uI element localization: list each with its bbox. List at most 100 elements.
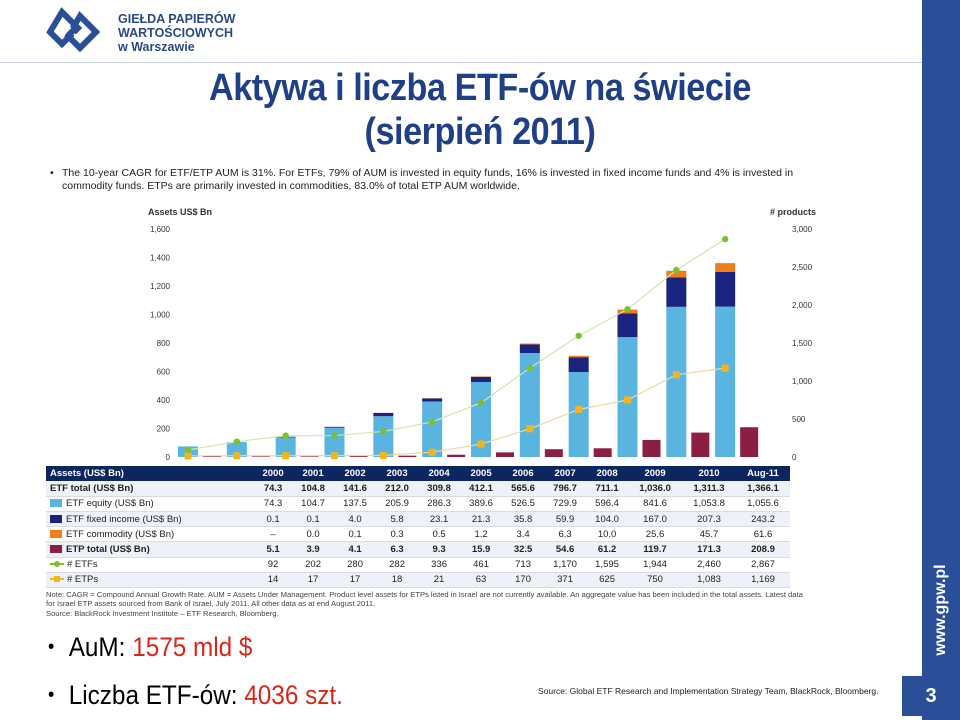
table-cell: 171.3 [682, 541, 736, 558]
table-cell: 74.3 [254, 481, 293, 497]
table-cell: 17 [292, 572, 335, 589]
table-cell: 61.6 [736, 526, 790, 543]
left-axis-title: Assets US$ Bn [148, 207, 212, 217]
table-cell: 208.9 [736, 541, 790, 558]
right-axis-tick-label: 1,500 [792, 339, 813, 348]
etp-bar [203, 456, 221, 457]
table-cell: 336 [418, 557, 461, 573]
table-cell: 389.6 [460, 496, 503, 513]
table-cell: 2,460 [682, 557, 736, 573]
table-cell: 17 [334, 572, 377, 589]
fixed-income-bar [373, 412, 394, 417]
etfs-count-marker [526, 364, 534, 372]
bullet-etf-count-value: 4036 szt. [244, 680, 343, 710]
table-cell: 796.7 [544, 481, 587, 497]
table-header-year: 2009 [628, 466, 683, 482]
left-axis-tick-label: 1,200 [150, 282, 171, 291]
etps-count-marker [477, 440, 485, 448]
commodity-bar [568, 355, 589, 358]
table-cell: 711.1 [586, 481, 629, 497]
etfs-count-marker [233, 438, 241, 445]
table-header-row: Assets (US$ Bn) 2000 2001 2002 2003 2004 2005 2… [46, 466, 790, 482]
table-cell: 1,053.8 [682, 496, 736, 513]
etps-count-marker [672, 371, 680, 379]
table-cell: 243.2 [736, 511, 790, 528]
table-cell: 104.7 [292, 496, 335, 513]
fixed-income-bar [715, 271, 736, 307]
table-cell: 526.5 [502, 496, 545, 513]
table-cell: 1.2 [460, 526, 503, 543]
fixed-income-bar [471, 376, 491, 382]
table-cell: 74.3 [254, 496, 293, 513]
legend-line-marker [50, 560, 64, 568]
fixed-income-bar [324, 426, 345, 428]
sidebar-url: www.gpw.pl [925, 560, 957, 660]
table-row-label: ETF equity (US$ Bn) [46, 496, 255, 513]
chart-note: Note: CAGR = Compound Annual Growth Rate… [46, 590, 806, 618]
table-cell: 282 [376, 557, 419, 573]
page-title-line-1: Aktywa i liczba ETF-ów na świecie [208, 67, 752, 109]
bullet-etf-count: • Liczba ETF-ów: 4036 szt. [48, 680, 343, 710]
etfs-count-marker [282, 432, 289, 439]
table-row: ETF total (US$ Bn) 74.3 104.8 141.6 212.0 309… [46, 481, 790, 497]
table-cell: 841.6 [628, 496, 683, 513]
table-header-year: 2002 [334, 466, 377, 482]
equity-bar [666, 306, 687, 457]
etfs-count-marker [575, 332, 582, 339]
table-cell: 0.0 [292, 526, 335, 543]
etp-bar [544, 449, 563, 457]
table-cell: 61.2 [586, 541, 629, 558]
fixed-income-bar [666, 277, 687, 307]
header-divider [0, 62, 922, 63]
table-cell: 0.1 [292, 511, 335, 528]
page-title-line-2: (sierpień 2011) [364, 111, 596, 153]
table-row-label: ETF commodity (US$ Bn) [46, 526, 255, 543]
table-header-year: 2005 [460, 466, 503, 482]
table-header-year: 2010 [682, 466, 736, 482]
table-cell: 6.3 [544, 526, 587, 543]
fixed-income-bar [568, 357, 589, 373]
chart-note-source: Source: BlackRock Investment Institute –… [46, 608, 279, 618]
etp-bar [398, 455, 417, 457]
table-cell: 1,311.3 [682, 481, 736, 497]
etps-count-marker [331, 452, 338, 460]
table-cell: 167.0 [628, 511, 683, 528]
right-axis-tick-label: 2,500 [792, 263, 813, 272]
left-axis-tick-label: 800 [157, 339, 171, 348]
bullet-aum-dot: • [48, 636, 55, 658]
etp-bar [251, 456, 270, 457]
left-axis-tick-label: 1,400 [150, 254, 171, 263]
legend-swatch [50, 529, 62, 538]
table-cell: 170 [502, 572, 545, 589]
table-cell: 4.0 [334, 511, 377, 528]
table-header-year: 2008 [586, 466, 629, 482]
table-cell: 750 [628, 572, 683, 589]
etfs-count-marker [428, 418, 436, 426]
table-row-label: ETF total (US$ Bn) [46, 481, 255, 497]
table-cell: 104.0 [586, 511, 629, 528]
etfs-count-marker [331, 432, 338, 439]
etps-count-line [187, 367, 726, 457]
etp-bar [740, 427, 759, 457]
fixed-income-bar [519, 344, 540, 353]
table-cell: 1,055.6 [736, 496, 790, 513]
right-axis-tick-label: 500 [792, 415, 806, 424]
table-cell: 309.8 [418, 481, 461, 497]
commodity-bar [715, 263, 736, 272]
table-cell: 625 [586, 572, 629, 589]
sidebar-url-text: www.gpw.pl [932, 564, 949, 656]
footer-source: Source: Global ETF Research and Implemen… [538, 686, 879, 696]
table-cell: 0.3 [376, 526, 419, 543]
etps-count-marker [184, 452, 192, 460]
etfs-count-marker [380, 428, 387, 435]
etps-count-marker [233, 452, 241, 460]
table-cell: 1,036.0 [628, 481, 683, 497]
left-axis-tick-label: 400 [157, 396, 171, 405]
table-cell: 15.9 [460, 541, 503, 558]
table-cell: 205.9 [376, 496, 419, 513]
bullet-etf-count-label: Liczba ETF-ów: [68, 680, 245, 710]
etps-count-marker [282, 452, 290, 460]
left-axis-tick-label: 1,000 [150, 311, 171, 320]
equity-bar [471, 381, 491, 457]
table-cell: 4.1 [334, 541, 377, 558]
